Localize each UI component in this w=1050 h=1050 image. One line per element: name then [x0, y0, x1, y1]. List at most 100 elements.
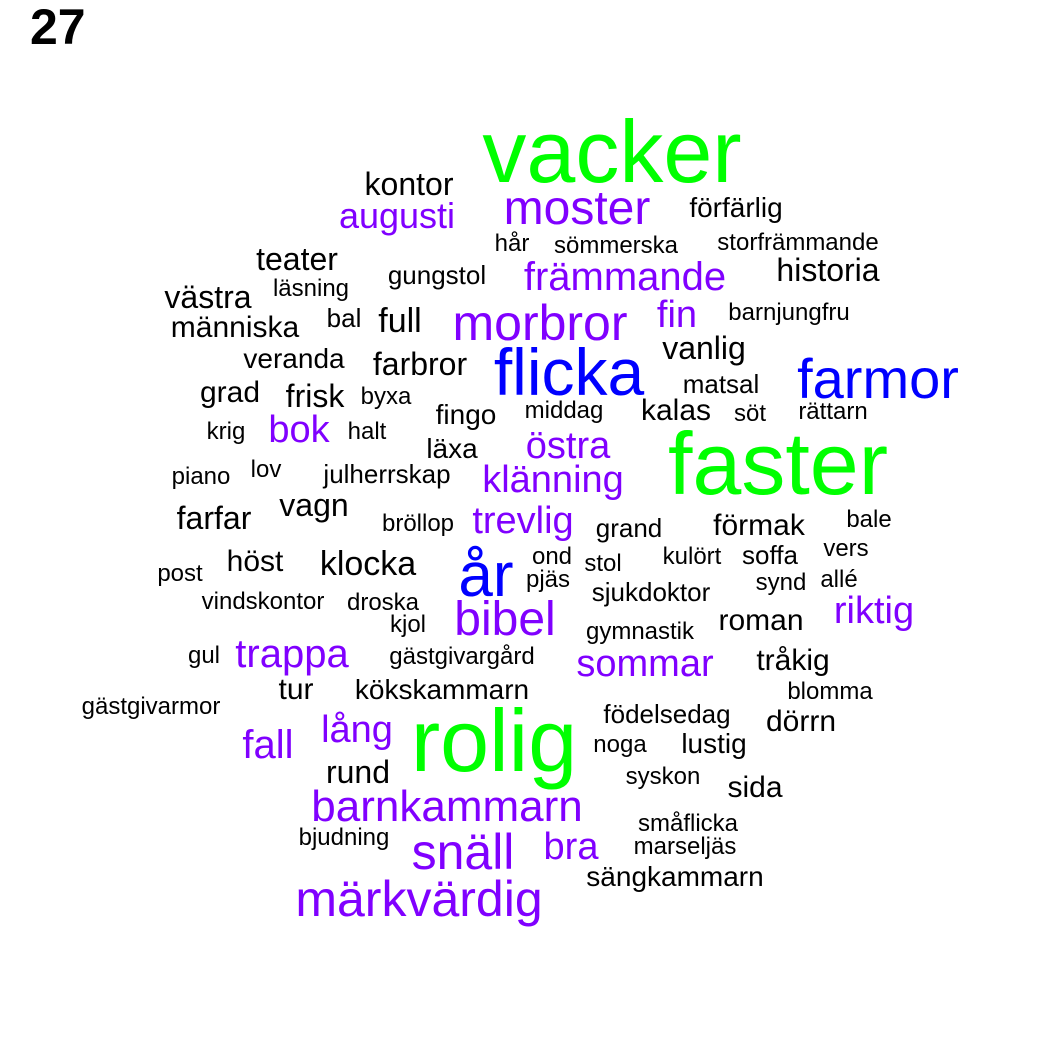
word-cloud-word: blomma: [787, 678, 873, 705]
word-cloud-word: lov: [250, 456, 282, 483]
word-cloud-word: barnkammarn: [311, 782, 583, 831]
word-cloud-word: storfrämmande: [717, 229, 879, 256]
word-cloud-word: ond: [531, 543, 573, 570]
word-cloud-word: gästgivargård: [389, 643, 535, 670]
word-cloud-word: sömmerska: [553, 232, 679, 259]
word-cloud-word: bale: [846, 506, 892, 533]
word-cloud-word: fall: [242, 723, 294, 767]
word-cloud-word: riktig: [833, 590, 915, 632]
word-cloud-word: läsning: [272, 275, 350, 302]
word-cloud-word: farfar: [176, 500, 252, 536]
word-cloud-word: augusti: [338, 195, 456, 236]
word-cloud-word: sida: [727, 771, 783, 804]
word-cloud-word: pjäs: [525, 566, 571, 593]
word-cloud-word: småflicka: [637, 810, 739, 837]
word-cloud-word: rolig: [410, 691, 578, 790]
word-cloud-word: tur: [278, 673, 314, 706]
word-cloud-word: människa: [170, 311, 300, 344]
word-cloud-word: trevlig: [472, 500, 574, 542]
word-cloud-word: snäll: [411, 824, 515, 880]
word-cloud-word: hår: [494, 230, 530, 257]
word-cloud-word: gungstol: [387, 260, 487, 290]
word-cloud-word: julherrskap: [323, 459, 451, 489]
word-cloud-word: år: [458, 541, 514, 610]
word-cloud-word: vagn: [279, 487, 349, 523]
word-cloud-word: förmak: [713, 509, 805, 542]
word-cloud-word: östra: [525, 425, 611, 467]
word-cloud-word: rättarn: [798, 398, 868, 425]
word-cloud-word: lång: [321, 709, 393, 751]
word-cloud-word: allé: [820, 566, 858, 593]
word-cloud-word: läxa: [426, 433, 478, 464]
word-cloud-word: vindskontor: [201, 588, 325, 615]
word-cloud-word: kontor: [364, 166, 454, 202]
word-cloud-word: kulört: [662, 543, 722, 570]
word-cloud-word: kalas: [640, 394, 712, 427]
word-cloud-word: klänning: [482, 459, 624, 501]
word-cloud-word: västra: [164, 279, 252, 315]
word-cloud-word: sjukdoktor: [591, 577, 711, 607]
word-cloud-word: faster: [667, 414, 889, 513]
word-cloud-word: flicka: [493, 335, 645, 409]
word-cloud-word: droska: [346, 589, 420, 616]
word-cloud-word: roman: [718, 604, 804, 637]
word-cloud-word: gästgivarmor: [81, 693, 221, 720]
word-cloud-word: märkvärdig: [295, 871, 543, 927]
word-cloud-word: veranda: [243, 343, 345, 374]
word-cloud-word: kökskammarn: [354, 674, 530, 705]
word-cloud-word: förfärlig: [689, 192, 783, 223]
word-cloud-word: frisk: [285, 378, 345, 414]
word-cloud-word: vanlig: [662, 330, 746, 366]
word-cloud-word: tråkig: [756, 644, 830, 677]
word-cloud-word: halt: [347, 418, 387, 445]
page-number: 27: [30, 0, 86, 55]
word-cloud-word: post: [157, 560, 203, 587]
word-cloud-word: födelsedag: [603, 699, 731, 729]
word-cloud-word: krig: [206, 418, 246, 445]
word-cloud-word: middag: [524, 397, 604, 424]
word-cloud-word: dörrn: [765, 705, 837, 738]
word-cloud-word: farmor: [797, 347, 959, 410]
word-cloud-word: historia: [776, 252, 880, 288]
word-cloud-word: morbror: [452, 295, 628, 351]
word-cloud-word: soffa: [742, 540, 798, 570]
word-cloud-word: klocka: [319, 545, 417, 583]
word-cloud-word: sängkammarn: [586, 861, 764, 892]
word-cloud-word: stol: [584, 550, 622, 577]
word-cloud-word: synd: [755, 569, 807, 596]
word-cloud-word: bibel: [454, 593, 556, 646]
word-cloud-word: fin: [656, 294, 698, 336]
word-cloud-word: full: [378, 302, 422, 340]
word-cloud-word: piano: [171, 463, 231, 490]
word-cloud-word: sommar: [576, 643, 714, 685]
word-cloud-word: gymnastik: [585, 618, 695, 645]
word-cloud-word: söt: [733, 400, 767, 427]
word-cloud-word: gul: [187, 642, 221, 669]
word-cloud-word: bjudning: [298, 824, 390, 851]
word-cloud-word: bra: [543, 826, 599, 868]
word-cloud-word: moster: [503, 182, 651, 235]
word-cloud-word: noga: [593, 731, 647, 758]
word-cloud-word: bok: [268, 409, 330, 451]
word-cloud-word: trappa: [235, 632, 349, 676]
word-cloud-word: barnjungfru: [728, 299, 850, 326]
word-cloud-word: rund: [325, 754, 391, 790]
word-cloud-word: fingo: [435, 399, 497, 430]
word-cloud-word: vacker: [482, 102, 742, 201]
word-cloud-word: teater: [256, 241, 338, 277]
word-cloud-word: bal: [326, 303, 362, 333]
word-cloud-word: kjol: [389, 611, 427, 638]
word-cloud-word: grad: [199, 376, 261, 409]
word-cloud-word: matsal: [682, 369, 760, 399]
word-cloud-word: främmande: [523, 255, 727, 299]
word-cloud-word: marseljäs: [633, 833, 737, 860]
word-cloud-word: farbror: [372, 346, 468, 382]
word-cloud-word: grand: [595, 513, 663, 543]
word-cloud-word: höst: [226, 545, 284, 578]
word-cloud-word: vers: [823, 535, 869, 562]
word-cloud-word: bröllop: [381, 510, 455, 537]
word-cloud-word: byxa: [360, 383, 412, 410]
word-cloud-word: syskon: [625, 763, 701, 790]
word-cloud-word: lustig: [681, 728, 747, 759]
